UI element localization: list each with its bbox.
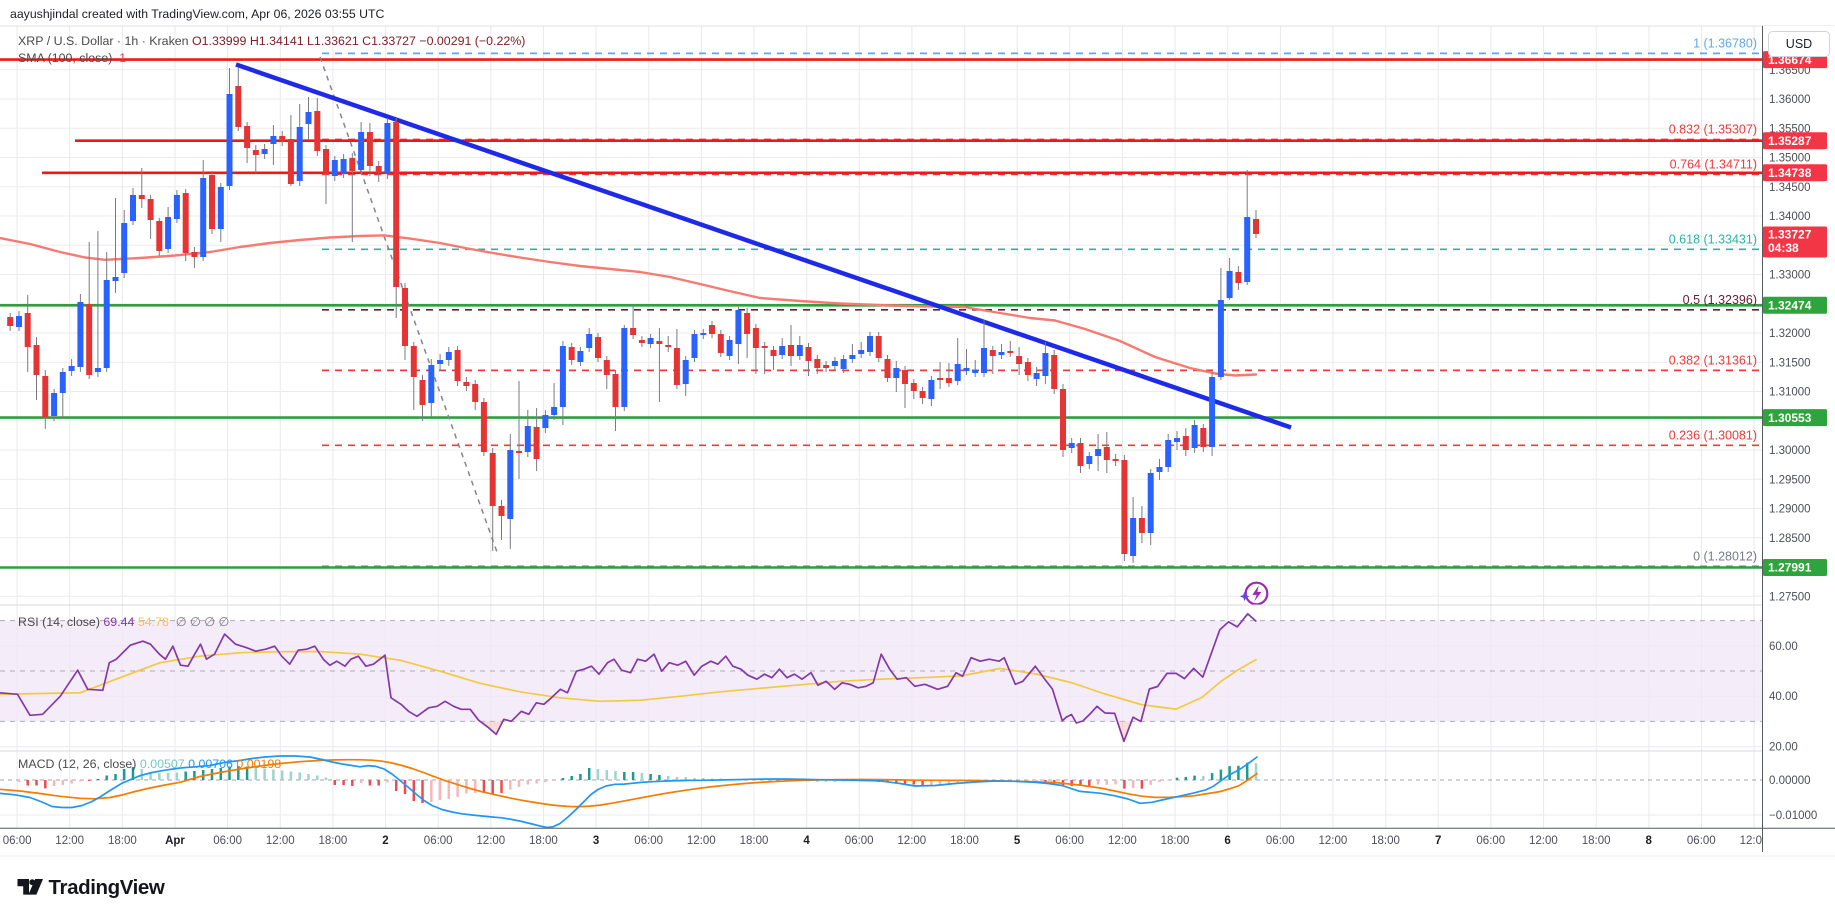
svg-text:06:00: 06:00 xyxy=(424,835,453,847)
svg-text:0.832 (1.35307): 0.832 (1.35307) xyxy=(1669,123,1757,137)
svg-text:8: 8 xyxy=(1645,835,1652,847)
svg-text:RSI (14, close) 69.44 54.78 ∅: RSI (14, close) 69.44 54.78 ∅ ∅ ∅ ∅ xyxy=(18,615,229,629)
svg-text:TradingView: TradingView xyxy=(49,876,165,899)
svg-text:XRP / U.S. Dollar · 1h · Krake: XRP / U.S. Dollar · 1h · Kraken O1.33999… xyxy=(18,34,525,48)
svg-text:MACD (12, 26, close) 0.00507 0: MACD (12, 26, close) 0.00507 0.00706 0.0… xyxy=(18,757,281,771)
svg-text:20.00: 20.00 xyxy=(1769,742,1798,754)
svg-text:1.31000: 1.31000 xyxy=(1769,387,1811,399)
svg-text:18:00: 18:00 xyxy=(108,835,137,847)
svg-text:0.00000: 0.00000 xyxy=(1769,775,1811,787)
svg-text:12:00: 12:00 xyxy=(687,835,716,847)
svg-text:1.35287: 1.35287 xyxy=(1768,134,1812,148)
svg-text:12:00: 12:00 xyxy=(55,835,84,847)
svg-text:1.32000: 1.32000 xyxy=(1769,328,1811,340)
svg-text:0.236 (1.30081): 0.236 (1.30081) xyxy=(1669,428,1757,442)
svg-text:3: 3 xyxy=(593,835,599,847)
svg-text:1.29000: 1.29000 xyxy=(1769,504,1811,516)
svg-text:06:00: 06:00 xyxy=(634,835,663,847)
svg-text:1.28500: 1.28500 xyxy=(1769,533,1811,545)
svg-text:06:00: 06:00 xyxy=(1476,835,1505,847)
svg-text:0 (1.28012): 0 (1.28012) xyxy=(1693,549,1757,563)
svg-text:12:00: 12:00 xyxy=(897,835,926,847)
svg-text:0.618 (1.33431): 0.618 (1.33431) xyxy=(1669,232,1757,246)
svg-text:0.382 (1.31361): 0.382 (1.31361) xyxy=(1669,353,1757,367)
svg-text:06:00: 06:00 xyxy=(3,835,32,847)
svg-text:1.30553: 1.30553 xyxy=(1768,411,1812,425)
svg-text:2: 2 xyxy=(382,835,388,847)
svg-text:18:00: 18:00 xyxy=(319,835,348,847)
svg-text:1 (1.36780): 1 (1.36780) xyxy=(1693,36,1757,50)
svg-text:1.34738: 1.34738 xyxy=(1768,166,1812,180)
svg-text:1.27991: 1.27991 xyxy=(1768,561,1812,575)
svg-text:12:00: 12:00 xyxy=(1108,835,1137,847)
svg-text:1.33000: 1.33000 xyxy=(1769,270,1811,282)
svg-text:1.27500: 1.27500 xyxy=(1769,591,1811,603)
svg-text:1.33727: 1.33727 xyxy=(1768,228,1812,242)
svg-text:5: 5 xyxy=(1014,835,1021,847)
svg-text:0.5 (1.32396): 0.5 (1.32396) xyxy=(1683,293,1757,307)
svg-text:12:00: 12:00 xyxy=(1529,835,1558,847)
svg-text:12:00: 12:00 xyxy=(476,835,505,847)
svg-text:1.32474: 1.32474 xyxy=(1768,299,1812,313)
svg-text:−0.01000: −0.01000 xyxy=(1769,810,1817,822)
svg-text:6: 6 xyxy=(1224,835,1230,847)
svg-text:1.35000: 1.35000 xyxy=(1769,153,1811,165)
svg-text:1.29500: 1.29500 xyxy=(1769,474,1811,486)
svg-text:SMA (100, close) 1: SMA (100, close) 1 xyxy=(18,51,126,65)
svg-text:12:00: 12:00 xyxy=(1740,835,1769,847)
svg-text:18:00: 18:00 xyxy=(1371,835,1400,847)
svg-text:1.31500: 1.31500 xyxy=(1769,357,1811,369)
svg-text:4: 4 xyxy=(803,835,810,847)
svg-text:06:00: 06:00 xyxy=(845,835,874,847)
svg-text:18:00: 18:00 xyxy=(740,835,769,847)
svg-text:1.34000: 1.34000 xyxy=(1769,211,1811,223)
svg-text:Apr: Apr xyxy=(165,835,185,847)
svg-text:1.30000: 1.30000 xyxy=(1769,445,1811,457)
svg-text:18:00: 18:00 xyxy=(529,835,558,847)
svg-text:1.36000: 1.36000 xyxy=(1769,94,1811,106)
svg-text:40.00: 40.00 xyxy=(1769,691,1798,703)
svg-text:aayushjindal created with Trad: aayushjindal created with TradingView.co… xyxy=(10,7,384,21)
svg-text:06:00: 06:00 xyxy=(1266,835,1295,847)
svg-text:USD: USD xyxy=(1786,37,1812,51)
svg-text:60.00: 60.00 xyxy=(1769,641,1798,653)
svg-text:12:00: 12:00 xyxy=(1319,835,1348,847)
svg-text:18:00: 18:00 xyxy=(950,835,979,847)
svg-text:06:00: 06:00 xyxy=(1687,835,1716,847)
svg-text:04:38: 04:38 xyxy=(1768,241,1799,255)
svg-text:1.34500: 1.34500 xyxy=(1769,182,1811,194)
svg-text:06:00: 06:00 xyxy=(213,835,242,847)
svg-text:0.764 (1.34711): 0.764 (1.34711) xyxy=(1670,157,1757,171)
svg-text:06:00: 06:00 xyxy=(1055,835,1084,847)
svg-text:18:00: 18:00 xyxy=(1161,835,1190,847)
svg-text:18:00: 18:00 xyxy=(1582,835,1611,847)
svg-text:7: 7 xyxy=(1435,835,1441,847)
svg-text:12:00: 12:00 xyxy=(266,835,295,847)
